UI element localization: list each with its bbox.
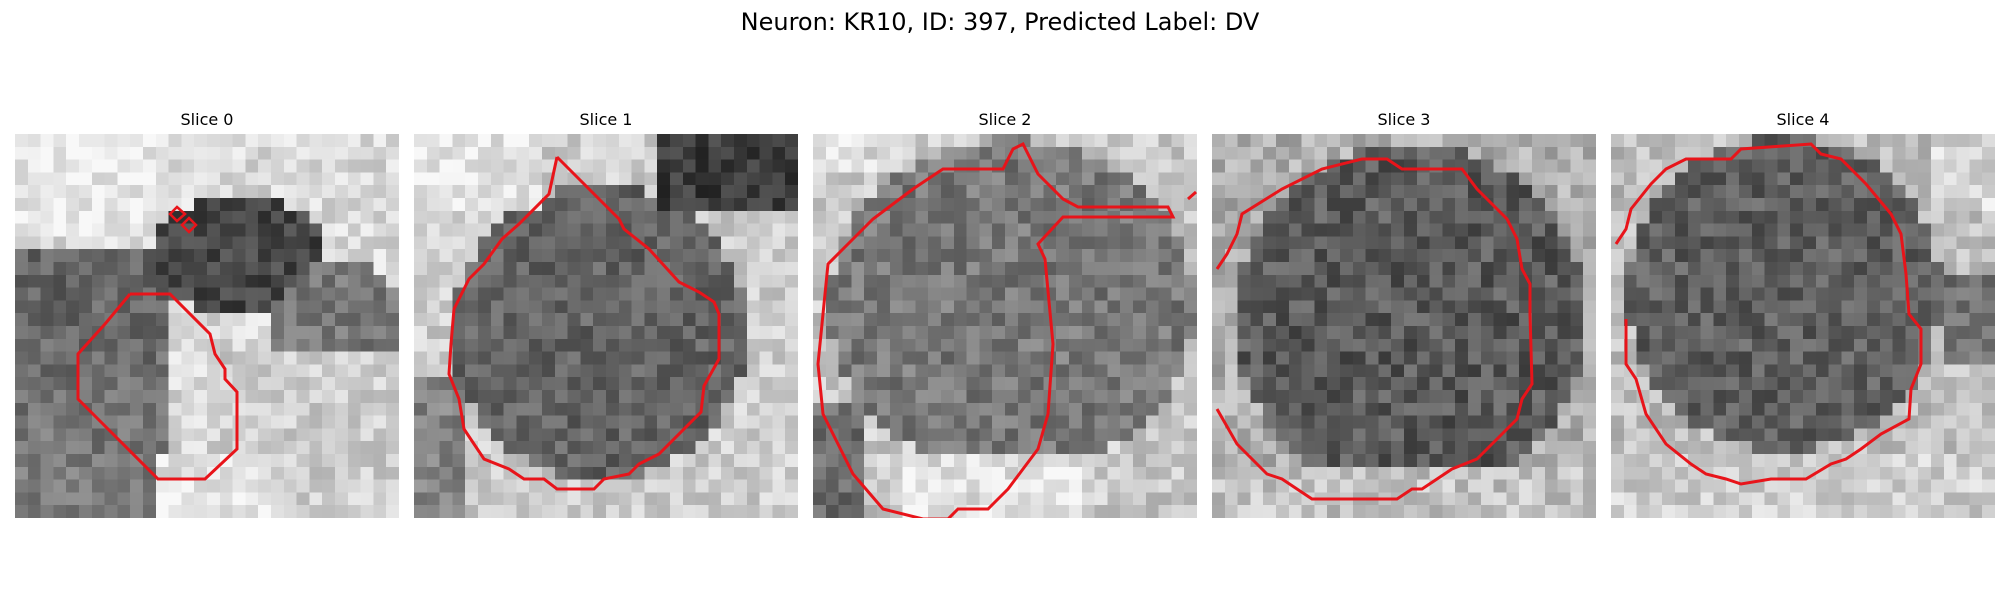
small-contour-0a bbox=[168, 205, 187, 223]
contour-overlay-2 bbox=[816, 141, 1197, 518]
cell-contour-2 bbox=[816, 141, 1176, 518]
slice-image-4 bbox=[1611, 134, 1995, 518]
slice-title-4: Slice 4 bbox=[1776, 110, 1830, 129]
slice-title-3: Slice 3 bbox=[1377, 110, 1431, 129]
cell-contour-4 bbox=[1614, 142, 1923, 486]
contour-overlay-1 bbox=[447, 155, 721, 491]
slice-image-1 bbox=[414, 134, 798, 518]
slice-title-1: Slice 1 bbox=[579, 110, 633, 129]
contour-overlay-3 bbox=[1215, 157, 1534, 501]
slice-title-2: Slice 2 bbox=[978, 110, 1032, 129]
slice-title-0: Slice 0 bbox=[180, 110, 234, 129]
figure-title: Neuron: KR10, ID: 397, Predicted Label: … bbox=[740, 8, 1260, 36]
small-contour-0b bbox=[180, 216, 198, 234]
cell-contour-3 bbox=[1215, 157, 1534, 501]
cell-contour-0 bbox=[76, 292, 239, 481]
contour-overlay-0 bbox=[76, 205, 239, 481]
slice-image-3 bbox=[1212, 134, 1596, 518]
contour-overlay-4 bbox=[1614, 142, 1923, 486]
cell-contour-1 bbox=[447, 155, 721, 491]
slice-image-0 bbox=[15, 134, 399, 518]
side-contour-2 bbox=[1187, 190, 1197, 201]
slice-image-2 bbox=[813, 134, 1197, 518]
